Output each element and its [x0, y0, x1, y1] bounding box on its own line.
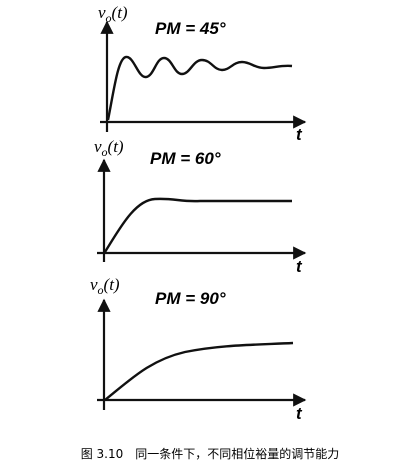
x-label: t	[296, 404, 303, 423]
y-label: vo(t)	[98, 3, 128, 25]
panel: vo(t) PM = 45° t	[98, 3, 307, 144]
y-label: vo(t)	[90, 275, 120, 297]
response-curve	[103, 197, 292, 253]
panel: vo(t) PM = 90° t	[90, 275, 307, 423]
response-curve	[106, 55, 293, 121]
response-curve	[104, 341, 294, 401]
y-label: vo(t)	[94, 137, 124, 159]
pm-label: PM = 60°	[150, 149, 221, 168]
panel: vo(t) PM = 60° t	[94, 137, 307, 276]
x-label: t	[296, 257, 303, 276]
pm-label: PM = 90°	[155, 289, 226, 308]
pm-label: PM = 45°	[155, 19, 226, 38]
x-label: t	[296, 125, 303, 144]
caption: 图 3.10 同一条件下，不同相位裕量的调节能力	[81, 446, 340, 461]
